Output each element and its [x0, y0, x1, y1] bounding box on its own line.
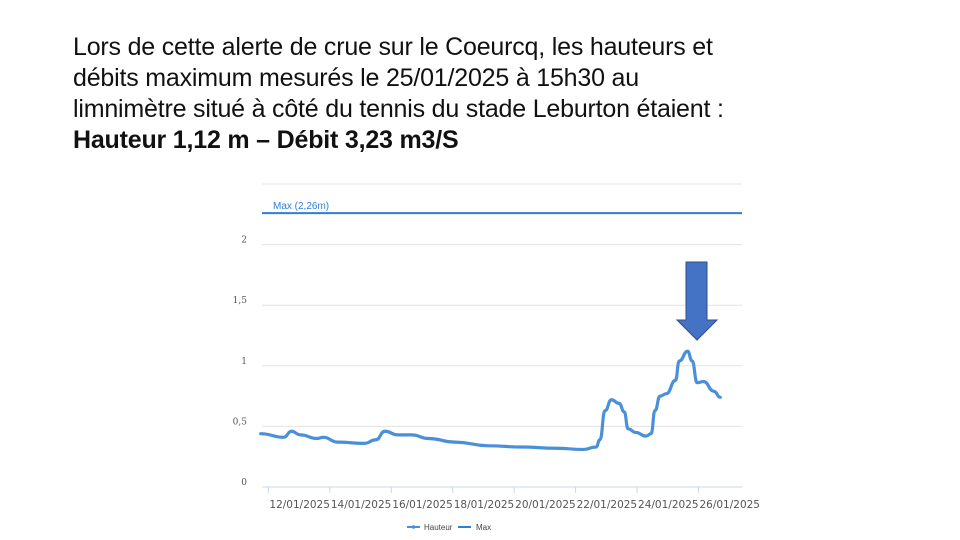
y-tick-label: 0,5	[233, 417, 248, 427]
x-tick-label: 20/01/2025	[515, 499, 576, 511]
series-hauteur-line	[259, 349, 722, 452]
x-tick-label: 26/01/2025	[699, 499, 760, 511]
x-tick-label: 22/01/2025	[577, 499, 638, 511]
max-label: Max (2,26m)	[273, 201, 329, 212]
legend-hauteur-marker	[411, 525, 416, 529]
y-tick-label: 2	[241, 236, 247, 246]
down-arrow-icon	[675, 261, 719, 341]
title-line: limnimètre situé à côté du tennis du sta…	[73, 95, 724, 123]
x-tick-label: 14/01/2025	[331, 499, 392, 511]
x-tick-label: 16/01/2025	[392, 499, 453, 511]
x-tick-label: 24/01/2025	[638, 499, 699, 511]
legend-hauteur-label[interactable]: Hauteur	[424, 523, 453, 532]
title-bold-line: Hauteur 1,12 m – Débit 3,23 m3/S	[73, 126, 459, 154]
y-tick-label: 1	[241, 357, 247, 367]
y-tick-label: 1,5	[233, 296, 248, 306]
title-line: débits maximum mesurés le 25/01/2025 à 1…	[73, 64, 639, 92]
title-line: Lors de cette alerte de crue sur le Coeu…	[73, 33, 713, 61]
x-tick-label: 12/01/2025	[269, 499, 330, 511]
x-tick-label: 18/01/2025	[454, 499, 515, 511]
legend-max-label[interactable]: Max	[476, 523, 491, 532]
legend: Hauteur Max	[407, 523, 491, 532]
slide-title: Lors de cette alerte de crue sur le Coeu…	[73, 32, 933, 156]
y-tick-label: 0	[241, 478, 247, 488]
